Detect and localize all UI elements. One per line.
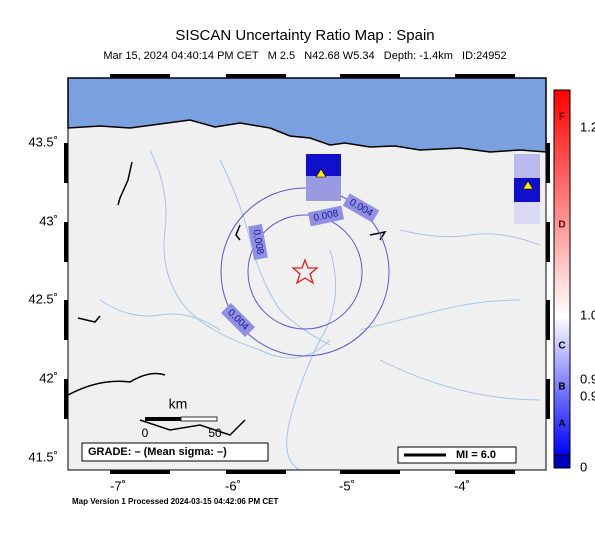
lon-labels: -7˚ -6˚ -5˚ -4˚ <box>110 478 470 493</box>
grade-letter: F <box>559 112 565 123</box>
grade-letter: A <box>558 419 565 430</box>
grade-box <box>81 442 269 462</box>
grade-letter: D <box>558 220 565 231</box>
lat-labels: 43.5˚ 43˚ 42.5˚ 42˚ 41.5˚ <box>28 134 58 464</box>
lat-label: 43˚ <box>39 213 58 228</box>
mi-box <box>397 446 517 464</box>
subtitle: Mar 15, 2024 04:40:14 PM CET M 2.5 N42.6… <box>103 50 506 62</box>
colorbar-value: 0.9 <box>580 371 595 386</box>
lakes <box>67 161 387 436</box>
grade: GRADE: – (Mean sigma: –) <box>88 446 227 458</box>
lon-label: -7˚ <box>110 478 126 493</box>
colorbar-value: 0.9 <box>580 388 595 403</box>
contour-outer <box>220 187 390 357</box>
contour-label-text: 0.008 <box>250 229 265 256</box>
colorbar-values: 1.2 1.0 0.9 0.9 0 <box>580 119 595 474</box>
station <box>514 154 540 224</box>
colorbar-letters: F D C B A <box>558 112 565 430</box>
colorbar-value: 1.2 <box>580 119 595 134</box>
contour-label-text: 0.008 <box>313 208 340 224</box>
scale-start: 0 <box>142 426 149 440</box>
scale-bar: km 0 50 <box>142 396 222 440</box>
rivers <box>99 149 541 471</box>
epicenter <box>291 258 319 285</box>
lon-label: -4˚ <box>454 478 470 493</box>
mi-legend: MI = 6.0 <box>456 449 496 461</box>
grade-letter: B <box>558 382 565 393</box>
title: SISCAN Uncertainty Ratio Map : Spain <box>175 27 434 44</box>
contour-inner <box>247 214 363 330</box>
sea <box>67 77 547 153</box>
scale-end: 50 <box>208 426 222 440</box>
lat-label: 41.5˚ <box>28 449 58 464</box>
lon-label: -6˚ <box>225 478 241 493</box>
footer: Map Version 1 Processed 2024-03-15 04:42… <box>72 497 278 506</box>
colorbar-min <box>553 454 571 469</box>
colorbar-value: 1.0 <box>580 307 595 322</box>
lon-label: -5˚ <box>339 478 355 493</box>
frame <box>67 77 547 471</box>
colorbar-value: 0 <box>580 459 587 474</box>
contour-label: 0.008 <box>307 205 345 227</box>
lat-label: 42˚ <box>39 370 58 385</box>
grade-letter: C <box>558 341 565 352</box>
contour-label: 0.008 <box>248 224 268 260</box>
lat-label: 43.5˚ <box>28 134 58 149</box>
lat-label: 42.5˚ <box>28 291 58 306</box>
station <box>306 154 341 201</box>
frame-ticks <box>64 74 550 474</box>
scale-unit: km <box>169 396 188 412</box>
colorbar <box>553 89 571 456</box>
